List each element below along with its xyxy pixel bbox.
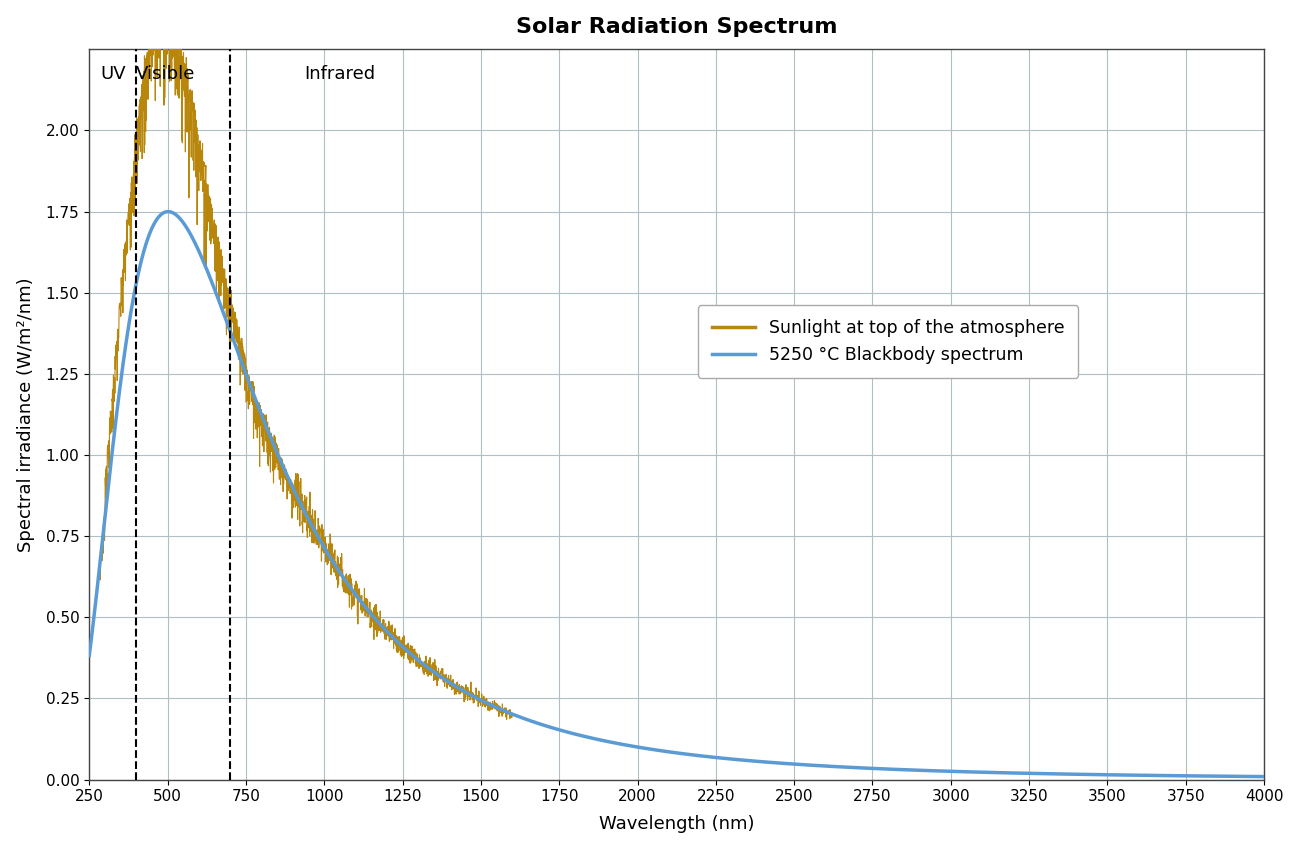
5250 °C Blackbody spectrum [1256, 772, 1271, 782]
X-axis label: Wavelength (nm): Wavelength (nm) [599, 815, 754, 833]
Sunlight at top of the atmosphere [846, 762, 862, 773]
Sunlight at top of the atmosphere [786, 759, 802, 769]
Text: Infrared: Infrared [304, 65, 376, 82]
5250 °C Blackbody spectrum [532, 719, 547, 729]
Sunlight at top of the atmosphere [295, 496, 311, 506]
5250 °C Blackbody spectrum [82, 650, 98, 660]
5250 °C Blackbody spectrum [286, 484, 302, 494]
Legend: Sunlight at top of the atmosphere, 5250 °C Blackbody spectrum: Sunlight at top of the atmosphere, 5250 … [698, 305, 1079, 377]
Sunlight at top of the atmosphere [1048, 768, 1063, 779]
Sunlight at top of the atmosphere [1256, 772, 1271, 782]
Y-axis label: Spectral irradiance (W/m²/nm): Spectral irradiance (W/m²/nm) [17, 277, 35, 552]
Line: Sunlight at top of the atmosphere: Sunlight at top of the atmosphere [90, 0, 1264, 777]
5250 °C Blackbody spectrum [160, 207, 176, 217]
Title: Solar Radiation Spectrum: Solar Radiation Spectrum [516, 17, 837, 37]
5250 °C Blackbody spectrum [584, 733, 599, 743]
Sunlight at top of the atmosphere [530, 718, 546, 728]
Sunlight at top of the atmosphere [958, 767, 974, 777]
Text: Visible: Visible [136, 65, 196, 82]
5250 °C Blackbody spectrum [1108, 770, 1123, 780]
Sunlight at top of the atmosphere [82, 650, 98, 660]
5250 °C Blackbody spectrum [216, 309, 231, 319]
5250 °C Blackbody spectrum [1234, 771, 1249, 781]
Line: 5250 °C Blackbody spectrum: 5250 °C Blackbody spectrum [90, 212, 1264, 777]
Text: UV: UV [100, 65, 126, 82]
